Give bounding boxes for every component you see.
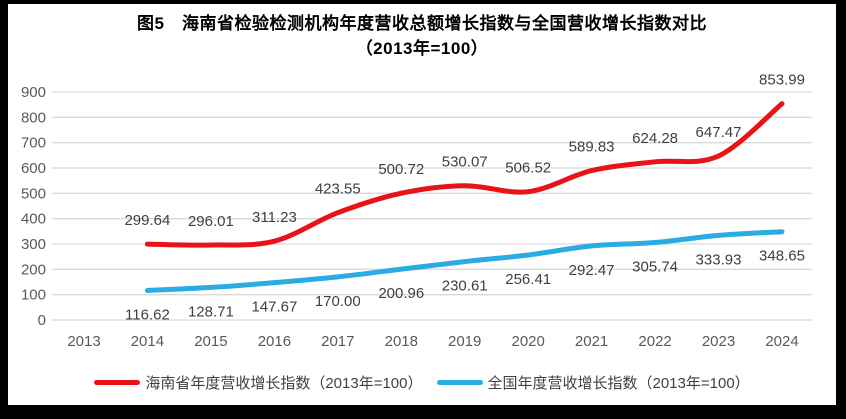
legend-swatch-hainan xyxy=(94,380,141,385)
data-label: 170.00 xyxy=(315,293,361,310)
y-tick-label: 200 xyxy=(21,261,46,278)
y-tick-label: 500 xyxy=(21,185,46,202)
x-tick-label: 2015 xyxy=(194,333,227,350)
x-tick-label: 2020 xyxy=(512,333,545,350)
legend-swatch-national xyxy=(436,380,483,385)
chart-title-line2: （2013年=100） xyxy=(355,39,489,58)
data-label: 589.83 xyxy=(569,139,615,156)
data-label: 305.74 xyxy=(632,259,678,276)
data-label: 647.47 xyxy=(696,124,742,141)
chart-canvas: 图5 海南省检验检测机构年度营收总额增长指数与全国营收增长指数对比 （2013年… xyxy=(8,4,836,405)
data-label: 128.71 xyxy=(188,303,234,320)
x-tick-label: 2016 xyxy=(258,333,291,350)
data-label: 299.64 xyxy=(124,212,170,229)
data-label: 230.61 xyxy=(442,278,488,295)
data-label: 506.52 xyxy=(505,160,551,177)
line-chart: 0 100 200 300 400 500 600 700 800 900 2013 2014 2015… xyxy=(21,72,812,350)
x-tick-label: 2021 xyxy=(575,333,608,350)
data-label: 116.62 xyxy=(125,307,170,324)
chart-title: 图5 海南省检验检测机构年度营收总额增长指数与全国营收增长指数对比 （2013年… xyxy=(8,11,836,61)
legend: 海南省年度营收增长指数（2013年=100） 全国年度营收增长指数（2013年=… xyxy=(8,372,836,393)
data-label: 256.41 xyxy=(505,271,551,288)
chart-title-line1: 图5 海南省检验检测机构年度营收总额增长指数与全国营收增长指数对比 xyxy=(137,14,707,33)
data-label: 348.65 xyxy=(759,248,805,265)
x-tick-label: 2017 xyxy=(321,333,354,350)
x-tick-label: 2022 xyxy=(638,333,671,350)
y-tick-label: 100 xyxy=(21,287,46,304)
data-label: 500.72 xyxy=(378,161,424,178)
data-label: 530.07 xyxy=(442,154,488,171)
data-label: 292.47 xyxy=(569,262,615,279)
y-tick-label: 0 xyxy=(38,312,46,329)
data-label: 311.23 xyxy=(252,209,297,226)
x-tick-label: 2013 xyxy=(67,333,100,350)
x-tick-label: 2018 xyxy=(385,333,418,350)
legend-label-national: 全国年度营收增长指数（2013年=100） xyxy=(487,375,750,392)
x-tick-label: 2014 xyxy=(131,333,164,350)
data-label: 423.55 xyxy=(315,181,361,198)
data-label: 296.01 xyxy=(188,213,234,230)
data-label: 200.96 xyxy=(378,285,424,302)
legend-label-hainan: 海南省年度营收增长指数（2013年=100） xyxy=(145,375,423,392)
y-tick-label: 300 xyxy=(21,236,46,253)
y-tick-label: 400 xyxy=(21,211,46,228)
y-tick-label: 900 xyxy=(21,84,46,101)
y-tick-label: 700 xyxy=(21,135,46,152)
y-tick-label: 600 xyxy=(21,160,46,177)
data-label: 147.67 xyxy=(251,299,297,316)
x-tick-label: 2019 xyxy=(448,333,481,350)
data-label: 624.28 xyxy=(632,130,678,147)
data-label: 333.93 xyxy=(696,251,742,268)
x-tick-label: 2024 xyxy=(765,333,798,350)
series-line-1 xyxy=(144,229,785,293)
series-line-0 xyxy=(144,101,785,248)
legend-item-hainan: 海南省年度营收增长指数（2013年=100） xyxy=(94,372,423,393)
data-label: 853.99 xyxy=(759,72,805,89)
legend-item-national: 全国年度营收增长指数（2013年=100） xyxy=(436,372,750,393)
y-tick-label: 800 xyxy=(21,109,46,126)
x-tick-label: 2023 xyxy=(702,333,735,350)
